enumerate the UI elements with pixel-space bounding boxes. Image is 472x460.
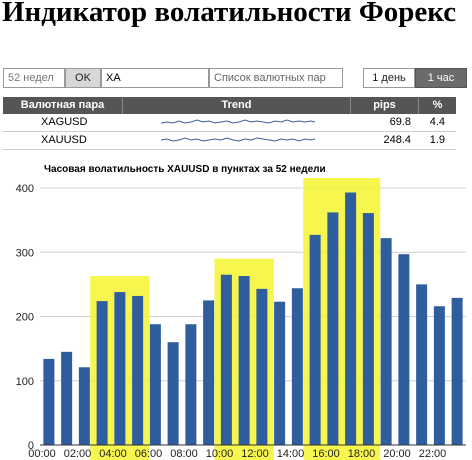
- x-tick-label: 00:00: [28, 448, 56, 460]
- bar: [380, 238, 392, 445]
- bar: [132, 295, 144, 445]
- x-tick-label: 16:00: [312, 448, 340, 460]
- bar: [167, 342, 179, 445]
- bar: [61, 351, 73, 445]
- currency-pairs-input[interactable]: Список валютных пар: [209, 68, 343, 88]
- pair-cell: XAUUSD: [41, 134, 87, 146]
- bar: [238, 276, 250, 445]
- bar: [149, 324, 161, 445]
- y-tick-label: 400: [16, 183, 34, 195]
- table-header: Валютная пара Trend pips %: [3, 97, 456, 114]
- bar: [96, 301, 108, 445]
- x-tick-label: 18:00: [348, 448, 376, 460]
- ok-button[interactable]: OK: [65, 68, 101, 88]
- pair-cell: XAGUSD: [41, 116, 88, 128]
- volatility-table: Валютная пара Trend pips % XAGUSD 69.8 4…: [3, 97, 456, 150]
- header-pair[interactable]: Валютная пара: [3, 97, 123, 114]
- x-tick-label: 14:00: [277, 448, 305, 460]
- weeks-input[interactable]: 52 недел: [3, 68, 65, 88]
- bar: [274, 301, 286, 445]
- page-title: Индикатор волатильности Форекс: [2, 0, 457, 28]
- bar: [327, 212, 339, 445]
- bar: [43, 358, 55, 445]
- x-tick-label: 10:00: [206, 448, 234, 460]
- bar: [451, 297, 463, 445]
- bar: [398, 254, 410, 445]
- bar: [220, 274, 232, 445]
- x-tick-label: 06:00: [135, 448, 163, 460]
- bar: [291, 288, 303, 445]
- chart-title: Часовая волатильность XAUUSD в пунктах з…: [44, 164, 326, 175]
- header-pips[interactable]: pips: [351, 97, 419, 114]
- y-tick-label: 0: [28, 440, 34, 452]
- bar: [345, 192, 357, 445]
- x-tick-label: 12:00: [241, 448, 269, 460]
- bar: [362, 213, 374, 445]
- one-hour-button[interactable]: 1 час: [415, 68, 467, 88]
- pips-cell: 69.8: [389, 116, 411, 128]
- x-tick-label: 04:00: [99, 448, 127, 460]
- search-input[interactable]: XA: [101, 68, 209, 88]
- y-tick-label: 100: [16, 376, 34, 388]
- x-tick-label: 22:00: [419, 448, 447, 460]
- bar: [309, 234, 321, 445]
- x-tick-label: 20:00: [383, 448, 411, 460]
- bar: [114, 292, 126, 445]
- y-tick-label: 300: [16, 247, 34, 259]
- x-tick-label: 08:00: [170, 448, 198, 460]
- table-row[interactable]: XAUUSD 248.4 1.9: [3, 132, 456, 150]
- one-day-button[interactable]: 1 день: [363, 68, 415, 88]
- bar: [78, 367, 90, 445]
- header-pct[interactable]: %: [432, 99, 443, 111]
- trend-sparkline: [123, 132, 351, 149]
- bar: [433, 306, 445, 445]
- y-tick-label: 200: [16, 312, 34, 324]
- bar: [256, 288, 268, 445]
- bar: [185, 324, 197, 445]
- bar: [203, 300, 215, 445]
- toolbar: 52 недел OK XA Список валютных пар 1 ден…: [3, 68, 469, 88]
- bar: [416, 284, 428, 445]
- header-trend[interactable]: Trend: [123, 97, 351, 114]
- pct-cell: 4.4: [429, 116, 445, 128]
- trend-sparkline: [123, 114, 351, 131]
- table-row[interactable]: XAGUSD 69.8 4.4: [3, 114, 456, 132]
- volatility-chart: 0 100 200 300 400 00:00 02:00 04:00 06:00 08:00 10…: [16, 178, 466, 460]
- pips-cell: 248.4: [383, 134, 411, 146]
- x-tick-label: 02:00: [64, 448, 92, 460]
- pct-cell: 1.9: [429, 134, 445, 146]
